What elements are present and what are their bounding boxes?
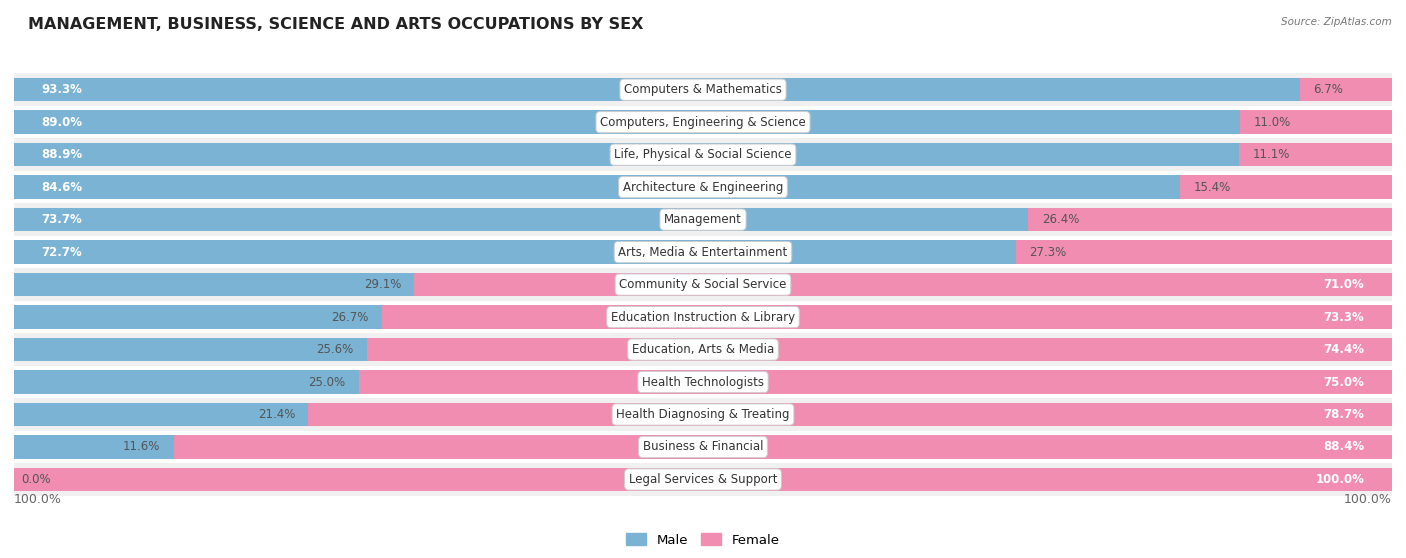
Bar — [1015, 240, 1392, 264]
Bar — [14, 403, 309, 426]
Text: 74.4%: 74.4% — [1323, 343, 1364, 356]
Text: Architecture & Engineering: Architecture & Engineering — [623, 181, 783, 194]
Bar — [14, 78, 1299, 102]
Text: 15.4%: 15.4% — [1194, 181, 1230, 194]
Bar — [14, 333, 1392, 366]
Text: Health Technologists: Health Technologists — [643, 376, 763, 388]
Text: Legal Services & Support: Legal Services & Support — [628, 473, 778, 486]
Bar — [14, 138, 1392, 171]
Text: Life, Physical & Social Science: Life, Physical & Social Science — [614, 148, 792, 161]
Bar — [14, 468, 1392, 491]
Text: 0.0%: 0.0% — [21, 473, 51, 486]
Legend: Male, Female: Male, Female — [621, 528, 785, 552]
Text: 100.0%: 100.0% — [1344, 493, 1392, 506]
Bar — [14, 106, 1392, 138]
Bar — [14, 463, 1392, 496]
Bar — [413, 273, 1392, 296]
Bar — [14, 273, 415, 296]
Text: 11.0%: 11.0% — [1254, 116, 1291, 129]
Text: Business & Financial: Business & Financial — [643, 440, 763, 454]
Text: 73.3%: 73.3% — [1323, 311, 1364, 324]
Text: Community & Social Service: Community & Social Service — [619, 278, 787, 291]
Bar — [14, 203, 1392, 236]
Text: 73.7%: 73.7% — [42, 213, 83, 226]
Text: 26.4%: 26.4% — [1042, 213, 1080, 226]
Bar — [1028, 208, 1392, 232]
Bar — [14, 208, 1029, 232]
Bar — [14, 301, 1392, 333]
Bar — [14, 74, 1392, 106]
Text: 88.4%: 88.4% — [1323, 440, 1364, 454]
Text: Computers, Engineering & Science: Computers, Engineering & Science — [600, 116, 806, 129]
Bar — [14, 236, 1392, 268]
Bar — [14, 431, 1392, 463]
Text: Education, Arts & Media: Education, Arts & Media — [631, 343, 775, 356]
Bar — [14, 398, 1392, 431]
Text: 27.3%: 27.3% — [1029, 246, 1067, 258]
Text: 71.0%: 71.0% — [1323, 278, 1364, 291]
Text: 88.9%: 88.9% — [42, 148, 83, 161]
Text: 6.7%: 6.7% — [1313, 83, 1343, 96]
Bar — [14, 110, 1240, 134]
Text: Source: ZipAtlas.com: Source: ZipAtlas.com — [1281, 17, 1392, 27]
Bar — [382, 305, 1392, 329]
Bar — [14, 338, 367, 361]
Text: 11.1%: 11.1% — [1253, 148, 1291, 161]
Text: 25.0%: 25.0% — [308, 376, 344, 388]
Text: 25.6%: 25.6% — [316, 343, 353, 356]
Bar — [14, 435, 174, 459]
Text: 84.6%: 84.6% — [42, 181, 83, 194]
Text: 100.0%: 100.0% — [14, 493, 62, 506]
Text: 26.7%: 26.7% — [330, 311, 368, 324]
Text: Arts, Media & Entertainment: Arts, Media & Entertainment — [619, 246, 787, 258]
Text: 89.0%: 89.0% — [42, 116, 83, 129]
Bar — [1180, 175, 1392, 199]
Bar — [14, 240, 1015, 264]
Text: Education Instruction & Library: Education Instruction & Library — [612, 311, 794, 324]
Text: 72.7%: 72.7% — [42, 246, 83, 258]
Text: 29.1%: 29.1% — [364, 278, 401, 291]
Bar — [14, 171, 1392, 203]
Bar — [1240, 110, 1392, 134]
Text: Health Diagnosing & Treating: Health Diagnosing & Treating — [616, 408, 790, 421]
Bar — [308, 403, 1392, 426]
Bar — [14, 268, 1392, 301]
Text: 11.6%: 11.6% — [122, 440, 160, 454]
Bar — [14, 371, 359, 394]
Text: 78.7%: 78.7% — [1323, 408, 1364, 421]
Bar — [14, 366, 1392, 398]
Bar — [1239, 143, 1392, 166]
Text: 75.0%: 75.0% — [1323, 376, 1364, 388]
Text: MANAGEMENT, BUSINESS, SCIENCE AND ARTS OCCUPATIONS BY SEX: MANAGEMENT, BUSINESS, SCIENCE AND ARTS O… — [28, 17, 644, 32]
Bar — [359, 371, 1392, 394]
Bar — [14, 175, 1180, 199]
Bar — [14, 305, 382, 329]
Text: 93.3%: 93.3% — [42, 83, 83, 96]
Text: 21.4%: 21.4% — [257, 408, 295, 421]
Bar — [1299, 78, 1392, 102]
Bar — [174, 435, 1392, 459]
Text: Management: Management — [664, 213, 742, 226]
Bar — [367, 338, 1392, 361]
Bar — [14, 143, 1239, 166]
Text: Computers & Mathematics: Computers & Mathematics — [624, 83, 782, 96]
Text: 100.0%: 100.0% — [1316, 473, 1364, 486]
